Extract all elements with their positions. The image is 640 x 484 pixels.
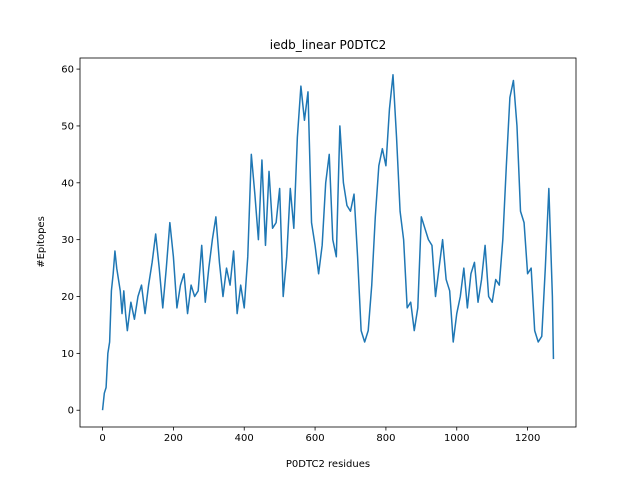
axes-frame xyxy=(79,57,577,428)
y-tick-label: 50 xyxy=(61,121,74,132)
x-tick-label: 1000 xyxy=(444,433,469,444)
chart-title: iedb_linear P0DTC2 xyxy=(270,38,386,52)
x-tick-label: 0 xyxy=(99,433,105,444)
x-tick-label: 200 xyxy=(164,433,183,444)
y-tick-label: 40 xyxy=(61,178,74,189)
y-tick-label: 0 xyxy=(68,406,74,417)
y-tick-label: 60 xyxy=(61,65,74,76)
y-tick-label: 20 xyxy=(61,292,74,303)
x-tick-label: 600 xyxy=(306,433,325,444)
y-tick-label: 10 xyxy=(61,349,74,360)
data-line xyxy=(101,74,555,411)
y-tick-label: 30 xyxy=(61,235,74,246)
x-tick-label: 1200 xyxy=(515,433,540,444)
x-tick-label: 800 xyxy=(376,433,395,444)
y-axis-label: #Epitopes xyxy=(36,216,47,268)
x-axis-label: P0DTC2 residues xyxy=(286,459,370,470)
x-tick-label: 400 xyxy=(235,433,254,444)
